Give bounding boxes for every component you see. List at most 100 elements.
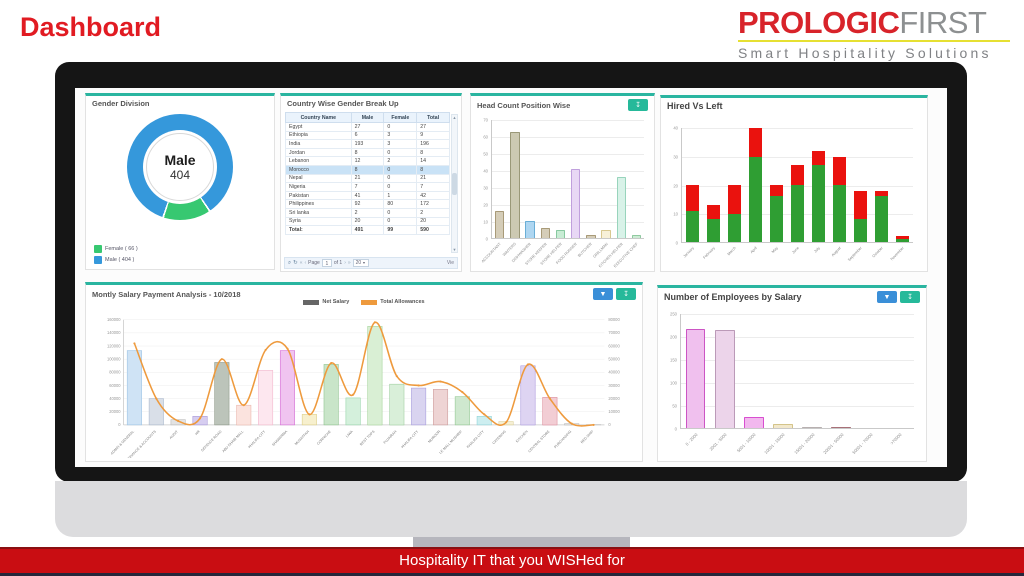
- svg-text:60000: 60000: [109, 383, 121, 388]
- donut-ring: Male 404: [127, 114, 233, 220]
- net-salary-bar: [258, 370, 274, 426]
- legend-label: Female ( 66 ): [105, 246, 138, 252]
- table-row[interactable]: Morocco 8 0 8: [285, 164, 450, 175]
- table-header-cell[interactable]: Total: [416, 112, 450, 123]
- x-axis-label: SHAWARMA: [271, 429, 288, 447]
- bar-left-segment: [895, 236, 910, 240]
- net-salary-bar: [345, 397, 361, 426]
- net-salary-bar: [214, 362, 230, 426]
- x-axis-label: CORNICHE: [316, 429, 332, 446]
- scroll-up-icon[interactable]: ▲: [452, 115, 457, 120]
- table-row[interactable]: Nigeria 7 0 7: [285, 182, 450, 192]
- country-table: Country Name Male Female Total Egypt 27 0 27 Eth…: [285, 112, 450, 255]
- svg-text:40000: 40000: [608, 370, 620, 375]
- bar: [601, 229, 611, 238]
- scroll-down-icon[interactable]: ▼: [452, 247, 457, 252]
- gender-legend: Female ( 66 ) Male ( 404 ): [94, 242, 138, 264]
- svg-text:80000: 80000: [109, 370, 121, 375]
- bar: [773, 424, 793, 428]
- table-header-cell[interactable]: Female: [383, 112, 418, 123]
- monitor-chin: [55, 481, 967, 537]
- svg-text:0: 0: [118, 422, 121, 427]
- dashboard-screen: Gender Division Male 404 Female ( 66 ) Ma…: [75, 88, 947, 467]
- salary-legend: Net Salary Total Allowances: [86, 299, 642, 305]
- net-salary-bar: [301, 414, 317, 426]
- card-title-gender: Gender Division: [92, 99, 150, 108]
- table-row[interactable]: Lebanon 12 2 14: [285, 156, 450, 166]
- page-title: Dashboard: [20, 12, 162, 42]
- card-title-hired: Hired Vs Left: [667, 101, 723, 111]
- svg-text:50000: 50000: [608, 357, 620, 362]
- bar-hired-segment: [895, 239, 910, 242]
- x-axis-label: KHALIFA CITY: [400, 429, 419, 449]
- gender-donut-chart: Male 404: [86, 114, 274, 220]
- download-button[interactable]: ↧: [616, 288, 636, 300]
- filter-button[interactable]: ▼: [593, 288, 613, 300]
- last-page-button[interactable]: »: [347, 260, 351, 266]
- x-axis-label: KHALIFA CITY: [247, 429, 266, 449]
- bar: [586, 234, 596, 238]
- table-row[interactable]: Sri lanka 2 0 2: [285, 207, 450, 218]
- table-header-cell[interactable]: Male: [350, 112, 385, 123]
- next-page-button[interactable]: ›: [344, 260, 346, 266]
- svg-text:0: 0: [608, 422, 611, 427]
- legend-swatch: [361, 299, 378, 305]
- x-axis-label: RED SHIP: [580, 429, 595, 444]
- bar-left-segment: [685, 185, 700, 211]
- bar: [714, 329, 735, 428]
- table-row[interactable]: India 193 3 196: [285, 139, 450, 149]
- table-row[interactable]: Jordan 8 0 8: [285, 147, 450, 158]
- download-icon: ↧: [907, 294, 913, 301]
- legend-label: Total Allowances: [380, 299, 425, 305]
- net-salary-bar: [542, 397, 558, 426]
- legend-item[interactable]: Female ( 66 ): [94, 245, 138, 253]
- logo-brand-bold: PROLOGIC: [738, 5, 900, 40]
- table-scrollbar[interactable]: ▲ ▼: [451, 114, 458, 253]
- legend-item[interactable]: Male ( 404 ): [94, 256, 138, 264]
- x-axis-label: ADMIN & GENERAL: [110, 430, 135, 456]
- table-row[interactable]: Egypt 27 0 27: [285, 122, 450, 132]
- page-size-select[interactable]: 20 ▼: [352, 259, 369, 267]
- x-axis-label: ABU DHABI MALL: [221, 430, 244, 454]
- hired-left-chart: 0 10 20 30 40 January February March April May Jun…: [665, 116, 923, 269]
- table-row[interactable]: Syria 20 0 20: [285, 216, 450, 227]
- page-input[interactable]: 1: [321, 259, 332, 267]
- bar-left-segment: [874, 190, 889, 197]
- legend-item[interactable]: Net Salary: [303, 299, 349, 305]
- card-title-headcount: Head Count Position Wise: [477, 100, 571, 110]
- scroll-thumb[interactable]: [452, 172, 457, 195]
- net-salary-bar: [520, 365, 536, 426]
- table-header-cell[interactable]: Country Name: [285, 112, 352, 123]
- bar: [525, 221, 535, 238]
- table-row[interactable]: Nepal 21 0 21: [285, 173, 450, 184]
- card-headcount: Head Count Position Wise ↧ 0 10 20 30 40 50 60…: [470, 93, 655, 272]
- legend-swatch: [94, 256, 102, 264]
- svg-text:160000: 160000: [107, 317, 121, 322]
- bar-hired-segment: [874, 196, 889, 242]
- bar-left-segment: [832, 156, 847, 185]
- search-icon[interactable]: ⌕: [288, 259, 292, 266]
- table-row[interactable]: Philippines 92 80 172: [285, 199, 450, 209]
- legend-swatch: [94, 245, 102, 253]
- net-salary-bar: [411, 387, 427, 426]
- footer-banner: Hospitality IT that you WISHed for: [0, 547, 1024, 576]
- legend-item[interactable]: Total Allowances: [361, 299, 425, 305]
- table-row[interactable]: Pakistan 41 1 42: [285, 190, 450, 201]
- download-button[interactable]: ↧: [628, 99, 648, 111]
- card-title-salary: Montly Salary Payment Analysis - 10/2018: [92, 289, 241, 299]
- first-page-button[interactable]: «: [299, 260, 303, 266]
- donut-inner: Male 404: [143, 130, 217, 204]
- bar-left-segment: [769, 185, 784, 197]
- refresh-icon[interactable]: ↻: [293, 260, 298, 266]
- filter-button[interactable]: ▼: [877, 291, 897, 303]
- table-row[interactable]: Ethiopia 6 3 9: [285, 130, 450, 141]
- x-axis-label: HR: [194, 429, 201, 436]
- svg-text:20000: 20000: [109, 409, 121, 414]
- bar: [831, 427, 852, 428]
- bar: [631, 234, 642, 238]
- prev-page-button[interactable]: ‹: [304, 260, 307, 266]
- net-salary-bar: [389, 383, 405, 426]
- net-salary-bar: [170, 419, 186, 426]
- download-button[interactable]: ↧: [900, 291, 920, 303]
